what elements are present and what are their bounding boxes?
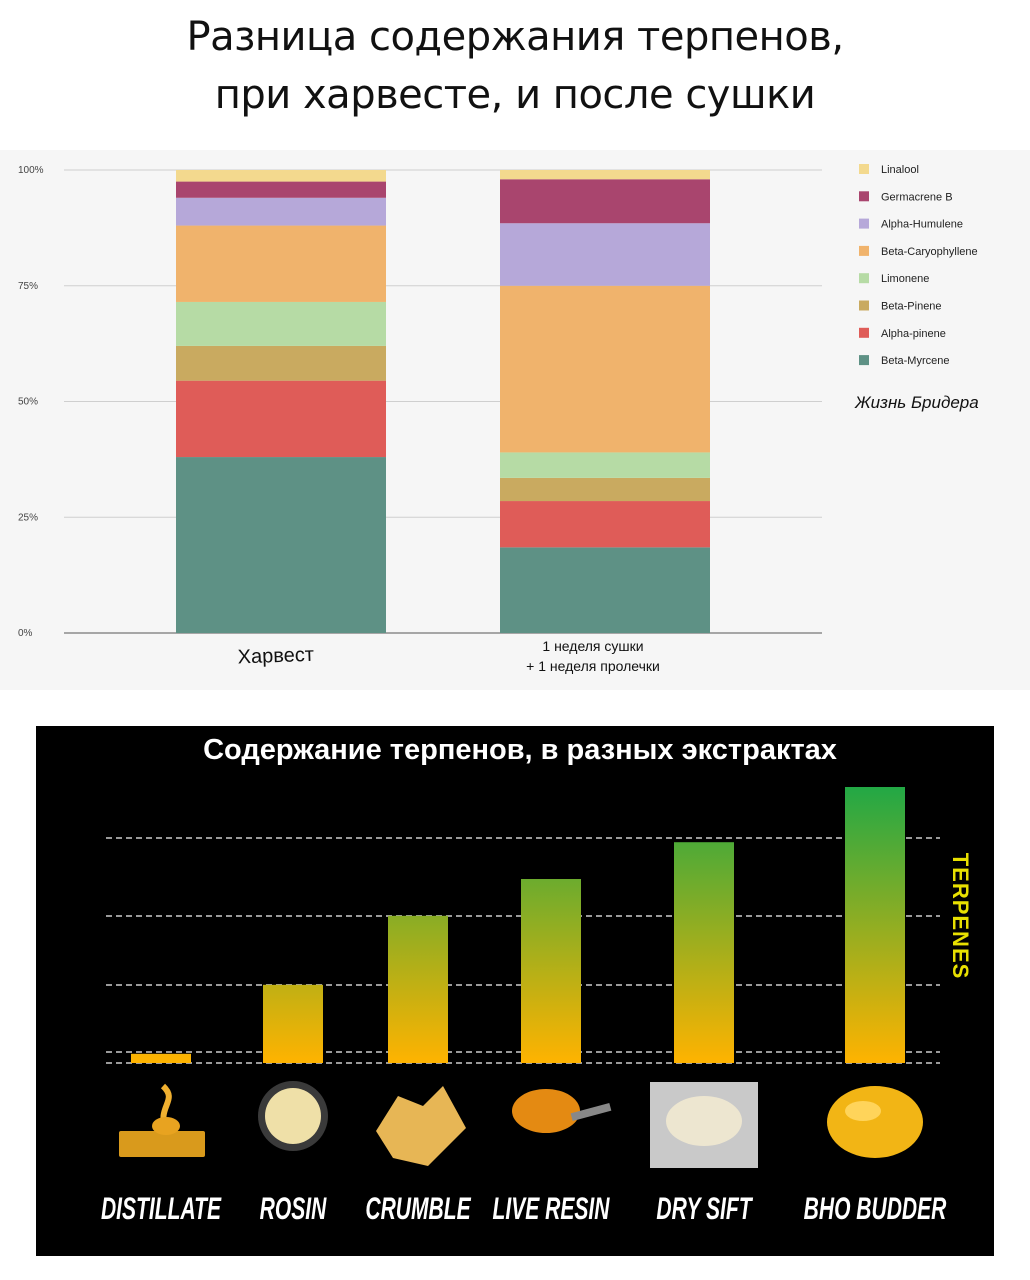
legend-label: Beta-Pinene: [881, 301, 942, 313]
watermark-annotation: Жизнь Бридера: [854, 393, 979, 412]
bar-segment: [500, 547, 710, 633]
main-title: Разница содержания терпенов, при харвест…: [0, 8, 1030, 124]
legend-swatch: [859, 164, 869, 174]
bar: [263, 984, 323, 1063]
distillate-drop: [152, 1117, 180, 1135]
bar: [674, 842, 734, 1063]
bar-segment: [176, 197, 386, 226]
bar-segment: [176, 301, 386, 346]
legend-swatch: [859, 355, 869, 366]
y-axis-label: TERPENES: [948, 853, 973, 980]
legend-label: Alpha-Humulene: [881, 219, 963, 231]
legend-swatch: [859, 327, 869, 338]
legend-swatch: [859, 300, 869, 311]
bar-segment: [500, 223, 710, 286]
bar-segment: [500, 170, 710, 180]
x-category-label: ROSIN: [260, 1191, 327, 1226]
legend-swatch: [859, 191, 869, 202]
title-line-1: Разница содержания терпенов,: [186, 14, 844, 60]
extract-chart-svg: Содержание терпенов, в разных экстрактах…: [101, 734, 973, 1226]
product-images: [119, 1081, 923, 1168]
bar: [521, 879, 581, 1063]
live-resin-image: [512, 1089, 580, 1133]
bar: [845, 787, 905, 1063]
legend-label: Beta-Caryophyllene: [881, 246, 978, 258]
x-category-label: DRY SIFT: [656, 1191, 753, 1226]
distillate-image: [119, 1131, 205, 1157]
bar-segment: [176, 457, 386, 633]
chart-title: Содержание терпенов, в разных экстрактах: [203, 734, 837, 766]
legend-swatch: [859, 245, 869, 256]
x-category-label: BHO BUDDER: [804, 1191, 947, 1226]
x-category-label: LIVE RESIN: [493, 1191, 611, 1226]
bar-segment: [176, 225, 386, 302]
y-tick-label: 25%: [18, 512, 38, 523]
legend-swatch: [859, 218, 869, 229]
y-tick-label: 100%: [18, 165, 44, 176]
legend-label: Linalool: [881, 164, 919, 176]
legend-label: Alpha-pinene: [881, 328, 946, 340]
rosin-image: [265, 1088, 321, 1144]
extract-terpene-chart: Содержание терпенов, в разных экстрактах…: [36, 726, 994, 1256]
x-category-label: Харвест: [237, 644, 314, 669]
y-tick-label: 0%: [18, 628, 33, 639]
bar-segment: [176, 181, 386, 198]
stacked-chart-svg: 0% 25% 50% 75% 100% Харвест 1 неделя сушки + 1 …: [18, 164, 979, 674]
bho-budder-image: [827, 1086, 923, 1158]
legend-label: Limonene: [881, 273, 929, 285]
x-category-label: DISTILLATE: [101, 1191, 222, 1226]
bar-segment: [176, 345, 386, 381]
bar-segment: [176, 170, 386, 182]
bar-segment: [176, 380, 386, 458]
bar-segment: [500, 477, 710, 502]
x-category-label: 1 неделя сушки: [542, 638, 643, 654]
bar-segment: [500, 501, 710, 548]
dry-sift-image: [666, 1096, 742, 1146]
live-resin-tool: [570, 1102, 612, 1122]
bar-segment: [500, 452, 710, 478]
x-category-label: + 1 неделя пролечки: [526, 658, 660, 674]
bho-budder-highlight: [845, 1101, 881, 1121]
crumble-image: [376, 1086, 466, 1166]
bar: [131, 1053, 191, 1063]
bar-segment: [500, 285, 710, 453]
bar-segment: [500, 179, 710, 224]
bar: [388, 915, 448, 1063]
legend-label: Germacrene B: [881, 191, 953, 203]
x-category-label: CRUMBLE: [365, 1191, 471, 1226]
stacked-terpene-chart: 0% 25% 50% 75% 100% Харвест 1 неделя сушки + 1 …: [0, 150, 1030, 690]
legend-label: Beta-Myrcene: [881, 355, 949, 367]
title-line-2: при харвесте, и после сушки: [214, 72, 816, 118]
y-tick-label: 50%: [18, 397, 38, 408]
y-tick-label: 75%: [18, 281, 38, 292]
legend-swatch: [859, 273, 869, 284]
